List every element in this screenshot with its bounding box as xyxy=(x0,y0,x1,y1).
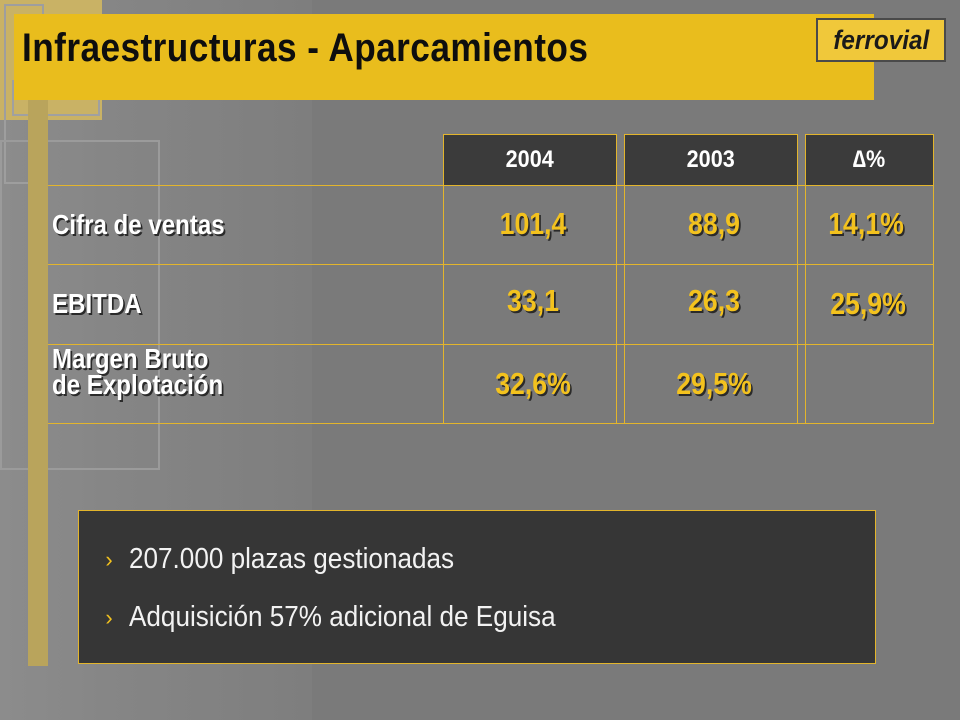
header-2003-label: 2003 xyxy=(686,146,736,173)
value-ebitda-delta: 25,9% xyxy=(830,286,906,321)
header-delta: ∆% xyxy=(805,134,934,186)
value-sales-2003: 88,9 xyxy=(688,206,740,241)
row-label-margin-line1: Margen Bruto xyxy=(52,343,209,374)
header-2004: 2004 xyxy=(443,134,617,186)
row-label-sales: Cifra de ventas xyxy=(52,209,225,240)
note-item: › 207.000 plazas gestionadas xyxy=(89,543,490,576)
row-divider xyxy=(48,423,934,424)
note-item: › Adquisición 57% adicional de Eguisa xyxy=(89,601,603,634)
value-ebitda-2004: 33,1 xyxy=(507,283,559,318)
header-2003: 2003 xyxy=(624,134,798,186)
value-ebitda-2003: 26,3 xyxy=(688,283,740,318)
notes-box: › 207.000 plazas gestionadas › Adquisici… xyxy=(78,510,876,664)
logo-text: ferrovial xyxy=(833,24,929,55)
header-delta-label: ∆% xyxy=(853,146,886,173)
decorative-stripe xyxy=(28,100,48,666)
value-sales-2004: 101,4 xyxy=(499,206,567,241)
title-bar xyxy=(14,14,874,100)
row-divider xyxy=(48,344,934,345)
note-text: Adquisición 57% adicional de Eguisa xyxy=(129,601,556,633)
value-margin-2004: 32,6% xyxy=(495,366,571,401)
bullet-icon: › xyxy=(105,546,113,572)
row-divider xyxy=(48,264,934,265)
slide-title: Infraestructuras - Aparcamientos xyxy=(22,26,589,70)
decorative-outline xyxy=(0,140,160,470)
company-logo: ferrovial xyxy=(816,18,946,62)
row-label-margin-line2: de Explotación xyxy=(52,369,224,400)
row-label-ebitda: EBITDA xyxy=(52,288,142,319)
bullet-icon: › xyxy=(105,604,113,630)
row-label-margin: Margen Bruto de Explotación xyxy=(52,343,224,400)
header-2004-label: 2004 xyxy=(505,146,555,173)
value-margin-2003: 29,5% xyxy=(676,366,752,401)
note-text: 207.000 plazas gestionadas xyxy=(129,543,455,575)
value-sales-delta: 14,1% xyxy=(828,206,904,241)
